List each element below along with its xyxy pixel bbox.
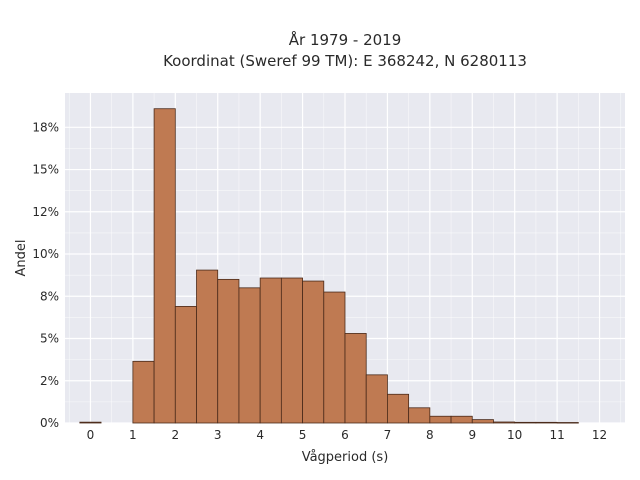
y-tick-label: 12% xyxy=(32,205,59,219)
histogram-bars xyxy=(79,108,579,424)
x-tick-label: 11 xyxy=(549,428,564,442)
x-tick-label: 1 xyxy=(129,428,137,442)
histogram-bar xyxy=(387,393,410,424)
histogram-bar xyxy=(365,374,388,424)
y-axis-label: Andel xyxy=(14,240,29,277)
histogram-bar xyxy=(344,333,367,424)
histogram-bar xyxy=(323,291,346,424)
chart-title: År 1979 - 2019 xyxy=(289,30,402,49)
x-tick-label: 12 xyxy=(592,428,607,442)
histogram-bar xyxy=(217,278,240,424)
x-tick-label: 5 xyxy=(299,428,307,442)
histogram-bar xyxy=(302,280,325,424)
histogram-bar xyxy=(196,269,219,424)
y-tick-label: 18% xyxy=(32,120,59,134)
histogram-bar xyxy=(238,287,261,424)
histogram-bar xyxy=(280,277,303,424)
x-tick-label: 10 xyxy=(507,428,522,442)
histogram-bar xyxy=(259,277,282,424)
histogram-bar xyxy=(493,421,516,424)
histogram-bar xyxy=(514,421,537,424)
histogram-bar xyxy=(174,306,197,424)
x-tick-label: 6 xyxy=(341,428,349,442)
histogram-bar xyxy=(556,422,579,424)
y-tick-label: 5% xyxy=(40,332,59,346)
histogram-bar xyxy=(450,415,473,424)
histogram-bar xyxy=(408,407,431,424)
histogram-bar xyxy=(132,360,155,424)
histogram-bar xyxy=(79,421,102,424)
x-tick-label: 2 xyxy=(171,428,179,442)
histogram-bar xyxy=(153,108,176,424)
x-tick-label: 8 xyxy=(426,428,434,442)
y-tick-label: 8% xyxy=(40,289,59,303)
x-tick-label: 3 xyxy=(214,428,222,442)
x-axis-ticks: 0 1 2 3 4 5 6 7 8 9 10 11 12 xyxy=(87,428,608,442)
x-axis-label: Vågperiod (s) xyxy=(302,450,389,465)
y-tick-label: 2% xyxy=(40,374,59,388)
histogram-bar xyxy=(535,421,558,424)
y-tick-label: 0% xyxy=(40,416,59,430)
histogram-bar xyxy=(471,419,494,424)
x-tick-label: 7 xyxy=(384,428,392,442)
chart-subtitle: Koordinat (Sweref 99 TM): E 368242, N 62… xyxy=(163,52,527,70)
y-tick-label: 15% xyxy=(32,163,59,177)
histogram-bar xyxy=(429,415,452,424)
x-tick-label: 9 xyxy=(468,428,476,442)
y-tick-label: 10% xyxy=(32,247,59,261)
x-tick-label: 4 xyxy=(256,428,264,442)
y-axis-ticks: 0% 2% 5% 8% 10% 12% 15% 18% xyxy=(32,120,59,430)
x-tick-label: 0 xyxy=(87,428,95,442)
